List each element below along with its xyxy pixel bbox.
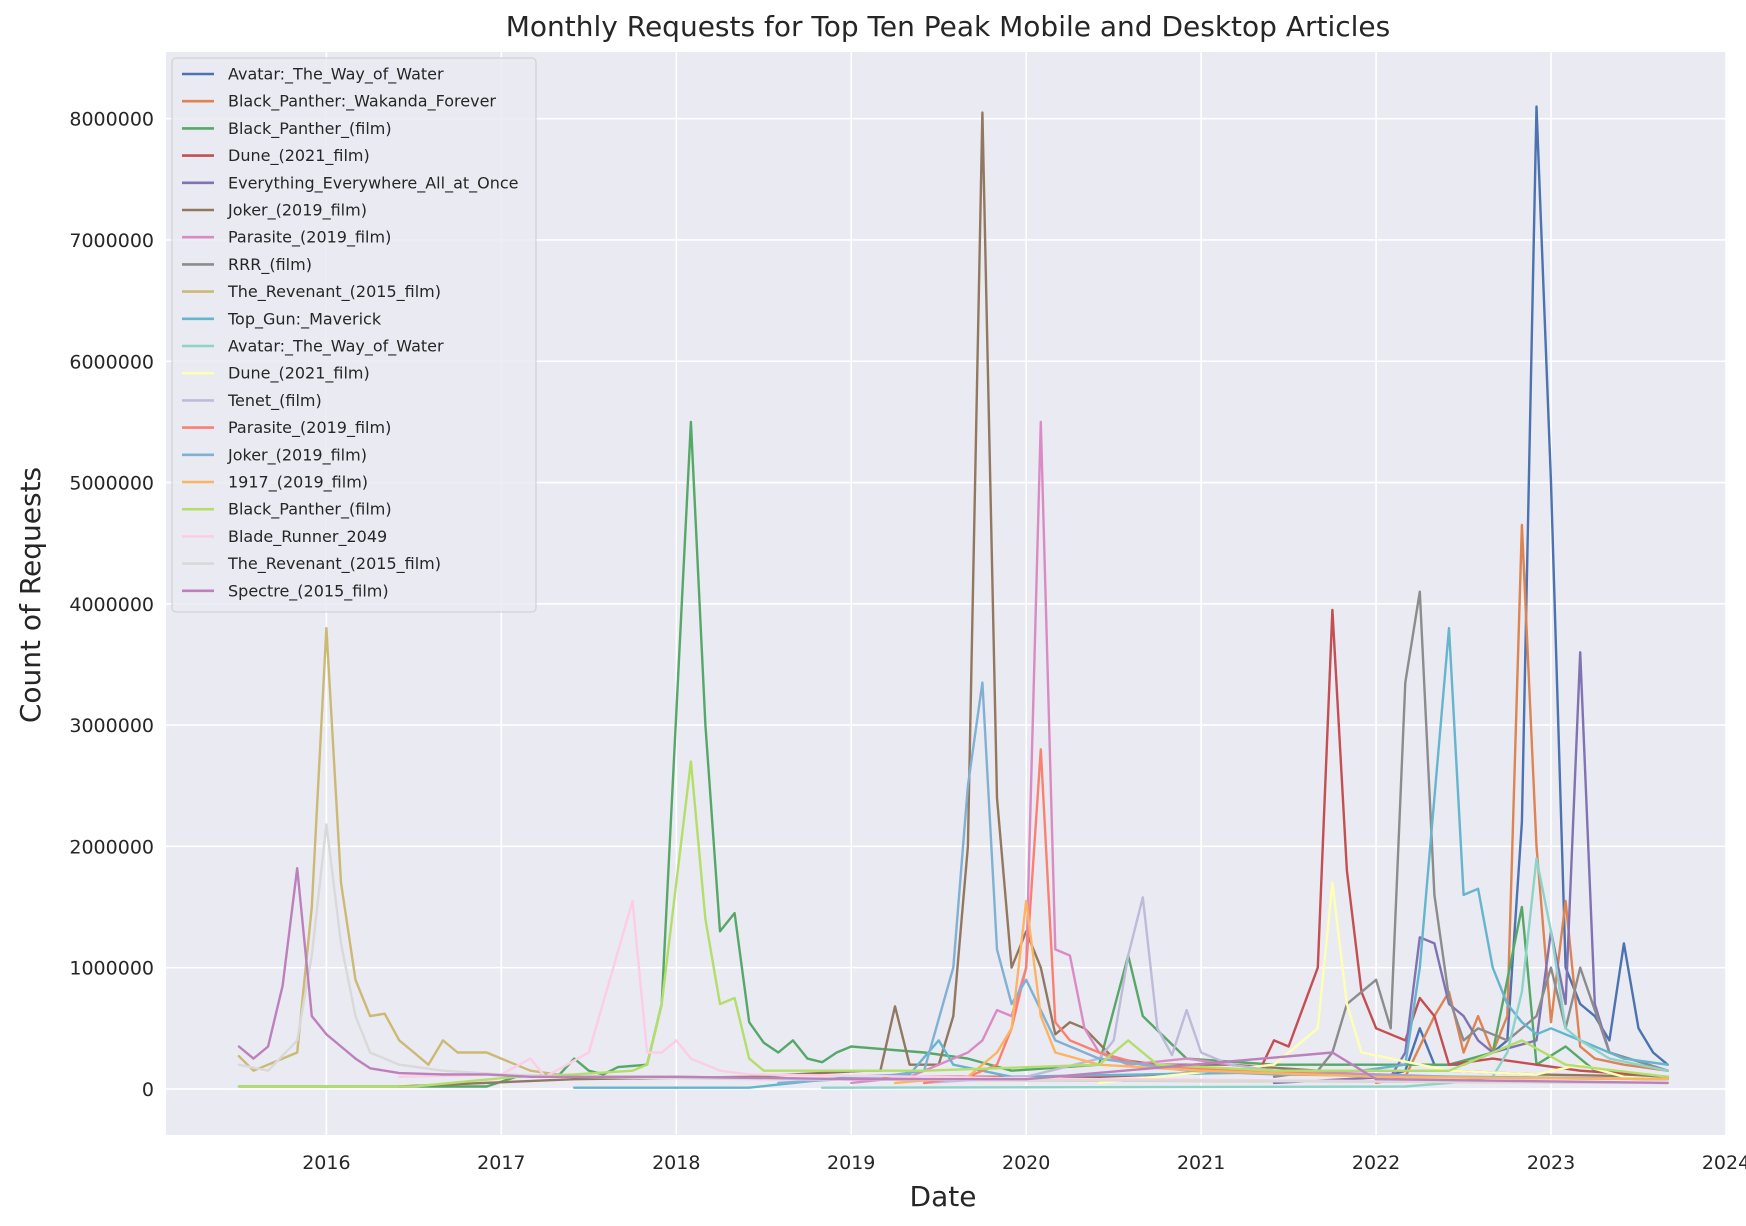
chart-title: Monthly Requests for Top Ten Peak Mobile… xyxy=(506,10,1391,43)
legend-entry: Joker_(2019_film) xyxy=(227,201,367,221)
legend-entry: Dune_(2021_film) xyxy=(228,146,370,166)
x-tick-label: 2016 xyxy=(302,1152,350,1174)
legend-entry: Joker_(2019_film) xyxy=(227,445,367,465)
x-axis-label: Date xyxy=(910,1180,977,1213)
x-tick-label: 2019 xyxy=(827,1152,875,1174)
x-axis-ticks: 2016 2017 2018 2019 2020 2021 2022 2023 2024 xyxy=(302,1152,1746,1174)
legend-entry: Blade_Runner_2049 xyxy=(228,527,387,547)
x-tick-label: 2022 xyxy=(1352,1152,1400,1174)
y-tick-label: 2000000 xyxy=(69,836,154,858)
series-line-19 xyxy=(237,867,1669,1085)
series-line-4 xyxy=(1272,651,1669,1085)
series-line-15 xyxy=(893,899,1669,1085)
legend-entry: RRR_(film) xyxy=(228,255,312,275)
series-line-18 xyxy=(237,823,1669,1085)
legend: Avatar:_The_Way_of_Water Black_Panther:_W… xyxy=(171,57,537,613)
y-tick-label: 1000000 xyxy=(69,958,154,980)
series-line-9 xyxy=(573,626,1669,1089)
legend-entry: Black_Panther:_Wakanda_Forever xyxy=(228,92,496,112)
y-tick-label: 7000000 xyxy=(69,230,154,252)
series-line-16 xyxy=(237,760,1669,1088)
legend-entry: Parasite_(2019_film) xyxy=(228,228,391,248)
legend-entry: Spectre_(2015_film) xyxy=(228,581,389,601)
series-lines xyxy=(237,105,1669,1089)
legend-entry: Top_Gun:_Maverick xyxy=(227,309,382,329)
y-axis-label: Count of Requests xyxy=(14,467,47,723)
x-tick-label: 2018 xyxy=(652,1152,700,1174)
series-line-1 xyxy=(1374,523,1669,1085)
legend-entry: Black_Panther_(film) xyxy=(228,119,392,139)
legend-entry: Black_Panther_(film) xyxy=(228,500,392,520)
y-tick-label: 3000000 xyxy=(69,715,154,737)
series-line-0 xyxy=(1374,105,1669,1081)
y-tick-label: 6000000 xyxy=(69,351,154,373)
legend-entry: Everything_Everywhere_All_at_Once xyxy=(228,173,519,193)
series-line-7 xyxy=(1272,590,1669,1078)
legend-entry: Avatar:_The_Way_of_Water xyxy=(228,337,444,357)
series-line-17 xyxy=(398,899,1669,1085)
y-tick-label: 8000000 xyxy=(69,109,154,131)
series-line-3 xyxy=(850,608,1669,1078)
y-tick-label: 5000000 xyxy=(69,473,154,495)
legend-entry: Avatar:_The_Way_of_Water xyxy=(228,65,444,85)
y-tick-label: 0 xyxy=(142,1079,154,1101)
x-tick-label: 2017 xyxy=(477,1152,525,1174)
x-tick-label: 2023 xyxy=(1527,1152,1575,1174)
legend-entry: 1917_(2019_film) xyxy=(228,473,368,493)
x-tick-label: 2024 xyxy=(1702,1152,1746,1174)
legend-entry: Parasite_(2019_film) xyxy=(228,418,391,438)
series-line-6 xyxy=(850,420,1669,1085)
legend-entry: The_Revenant_(2015_film) xyxy=(227,554,441,574)
x-tick-label: 2020 xyxy=(1002,1152,1050,1174)
y-tick-label: 4000000 xyxy=(69,594,154,616)
legend-box xyxy=(171,57,537,613)
grid xyxy=(166,52,1727,1135)
legend-entry: Tenet_(film) xyxy=(227,391,322,411)
legend-entry: The_Revenant_(2015_film) xyxy=(227,282,441,302)
legend-entry: Dune_(2021_film) xyxy=(228,364,370,384)
x-tick-label: 2021 xyxy=(1177,1152,1225,1174)
y-axis-ticks: 0 1000000 2000000 3000000 4000000 5000000 6000… xyxy=(69,109,154,1101)
